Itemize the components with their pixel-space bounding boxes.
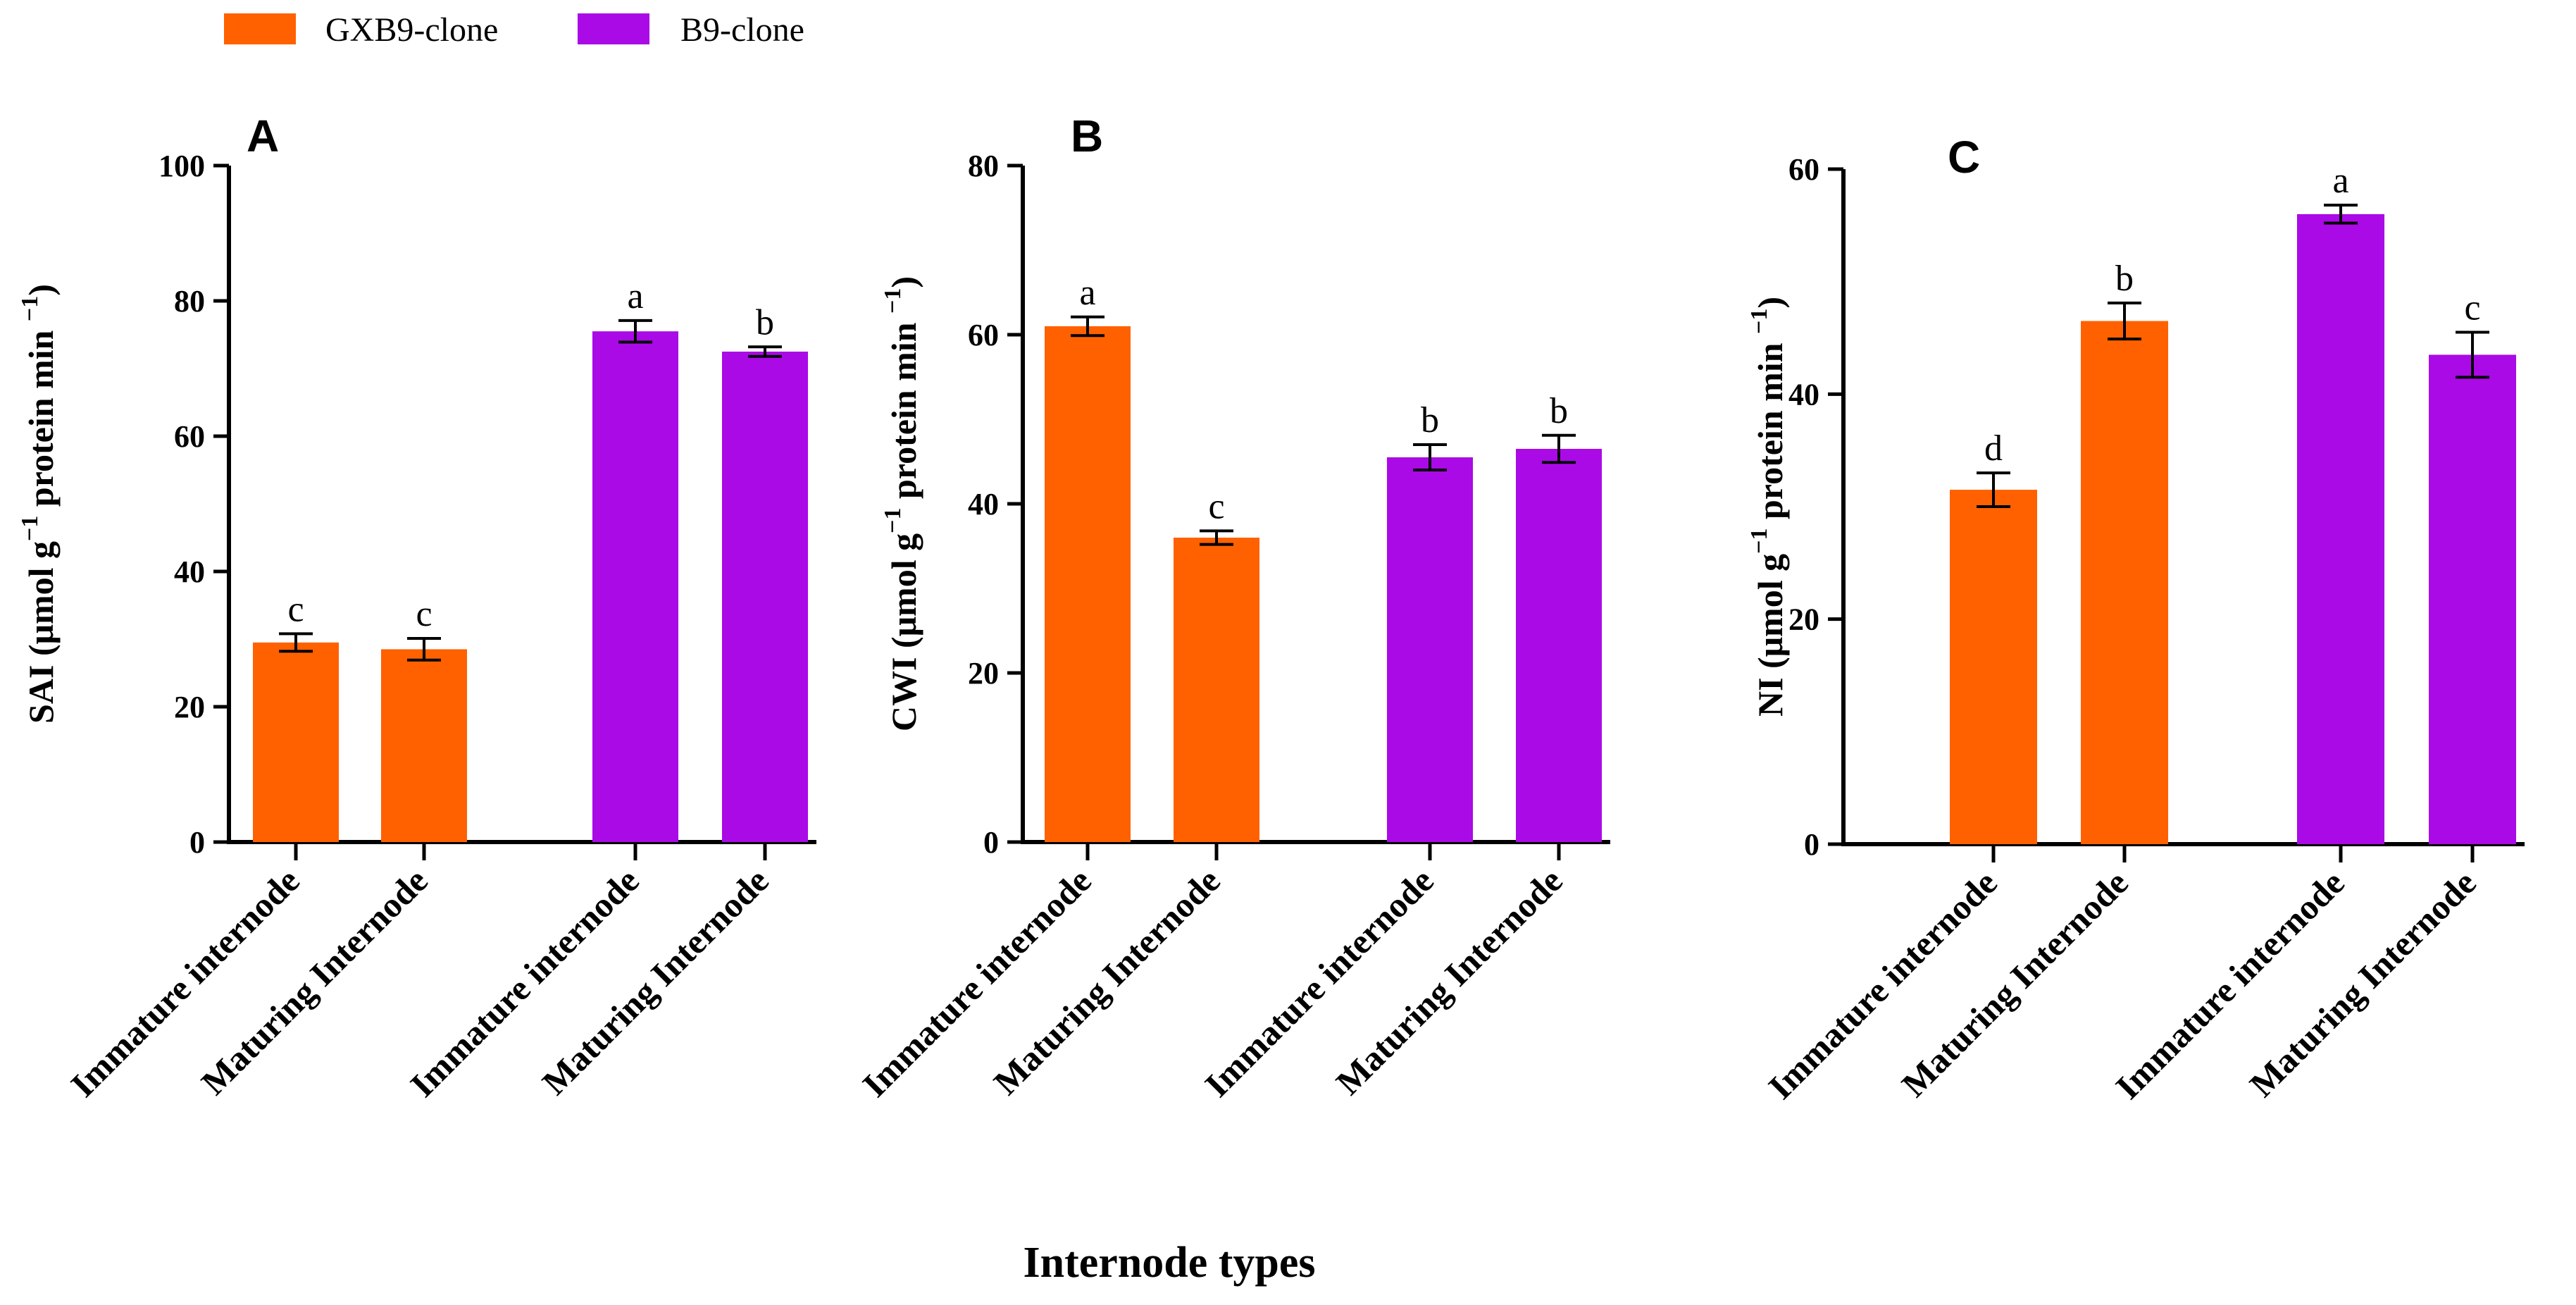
y-tick-label: 20 [968, 656, 999, 691]
y-tick-label: 20 [174, 690, 205, 724]
y-title-unit-rest: protein min [21, 321, 61, 516]
legend-swatch [578, 13, 649, 44]
y-axis-title: SAI (μmol g−1 protein min −1) [17, 284, 61, 724]
significance-letter: d [1984, 428, 2003, 469]
y-tick-label: 40 [1788, 377, 1819, 412]
y-title-close: ) [21, 284, 61, 296]
panel-letter: C [1948, 132, 1980, 183]
y-tick-label: 80 [968, 149, 999, 183]
bar [722, 352, 808, 842]
y-title-main: SAI (μmol [21, 559, 61, 724]
x-tick-label: Immature internode [1760, 862, 2004, 1106]
y-title-exponent: −1 [17, 516, 43, 541]
y-title-unit-rest: protein min [1750, 334, 1790, 528]
y-title-close: ) [884, 276, 923, 288]
x-tick-label: Maturing Internode [2242, 862, 2484, 1104]
y-title-close: ) [1750, 297, 1790, 309]
bar [1516, 449, 1602, 842]
panel-letter: B [1071, 111, 1103, 161]
significance-letter: c [287, 589, 304, 629]
bar [381, 649, 467, 842]
y-tick-label: 40 [174, 555, 205, 589]
y-title-unit-rest: protein min [884, 314, 923, 508]
significance-letter: b [1550, 391, 1568, 431]
x-tick-label: Immature internode [854, 860, 1098, 1104]
bar [2429, 354, 2516, 844]
x-tick-label: Maturing Internode [535, 860, 776, 1102]
legend-swatch [224, 13, 296, 44]
significance-letter: c [416, 594, 432, 634]
x-axis-title: Internode types [1023, 1239, 1315, 1287]
legend-label: B9-clone [680, 11, 804, 49]
y-tick-label: 80 [174, 284, 205, 318]
y-title-unit: g [884, 533, 923, 551]
bar [592, 331, 678, 842]
y-title-exponent: −1 [880, 288, 906, 314]
significance-letter: c [1208, 486, 1224, 526]
x-tick-label: Immature internode [402, 860, 646, 1104]
x-tick-label: Maturing Internode [1329, 860, 1570, 1102]
y-tick-label: 100 [158, 149, 205, 183]
bar [253, 642, 339, 842]
bar [2081, 321, 2168, 844]
y-tick-label: 0 [1804, 827, 1819, 862]
legend: GXB9-clone B9-clone [224, 11, 804, 49]
legend-label: GXB9-clone [325, 11, 498, 49]
y-title-unit: g [1750, 554, 1790, 571]
significance-letter: a [2332, 161, 2348, 201]
y-tick-label: 60 [174, 419, 205, 454]
bar [1387, 457, 1473, 842]
bar [2297, 214, 2384, 844]
bar [1950, 490, 2037, 844]
y-title-exponent: −1 [17, 296, 43, 321]
bar [1045, 326, 1131, 842]
y-axis-title: CWI (μmol g−1 protein min −1) [880, 276, 923, 731]
significance-letter: b [2115, 259, 2134, 299]
x-tick-label: Maturing Internode [986, 860, 1228, 1102]
y-title-exponent: −1 [1746, 528, 1772, 554]
y-title-exponent: −1 [880, 508, 906, 533]
x-tick-label: Maturing Internode [194, 860, 435, 1102]
significance-letter: b [1421, 400, 1439, 440]
bar [1174, 538, 1259, 842]
significance-letter: b [756, 302, 774, 342]
significance-letter: c [2464, 288, 2480, 328]
y-title-main: NI (μmol [1750, 571, 1790, 717]
significance-letter: a [1079, 273, 1095, 313]
significance-letter: a [627, 276, 643, 316]
y-title-main: CWI (μmol [884, 551, 923, 731]
y-title-unit: g [21, 541, 61, 559]
x-tick-label: Immature internode [1197, 860, 1441, 1104]
x-tick-label: Immature internode [2108, 862, 2351, 1106]
x-tick-label: Immature internode [63, 860, 306, 1104]
y-tick-label: 0 [983, 825, 999, 860]
y-tick-label: 20 [1788, 602, 1819, 637]
y-tick-label: 40 [968, 487, 999, 521]
y-tick-label: 60 [1788, 152, 1819, 187]
x-tick-label: Maturing Internode [1894, 862, 2136, 1104]
y-tick-label: 60 [968, 318, 999, 352]
y-tick-label: 0 [189, 825, 205, 860]
y-axis-title: NI (μmol g−1 protein min −1) [1746, 297, 1790, 717]
panel-letter: A [247, 111, 279, 161]
y-title-exponent: −1 [1746, 309, 1772, 334]
